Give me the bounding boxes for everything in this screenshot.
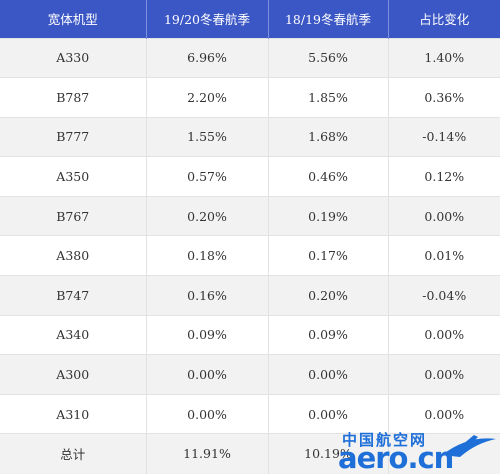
season-1920-cell: 2.20% [145,77,268,118]
season-1920-cell: 0.18% [145,235,268,276]
season-1920-cell: 6.96% [145,37,268,78]
aircraft-type-cell: A300 [0,354,146,395]
season-1920-cell: 0.00% [145,354,268,395]
season-1920-cell: 1.55% [145,116,268,157]
table-row: A350 0.57% 0.46% 0.12% [0,156,500,197]
season-1920-cell: 0.20% [145,195,268,236]
season-1819-cell: 0.20% [267,275,388,316]
table-row: A340 0.09% 0.09% 0.00% [0,314,500,355]
aircraft-type-cell: A380 [0,235,146,276]
share-change-cell: 0.00% [387,393,500,434]
season-1920-cell: 11.91% [145,433,268,474]
table-row: A310 0.00% 0.00% 0.00% [0,393,500,434]
share-change-cell: 0.36% [387,77,500,118]
table-row: 总计 11.91% 10.19% [0,433,500,474]
aircraft-type-cell: A340 [0,314,146,355]
table-row: B767 0.20% 0.19% 0.00% [0,195,500,236]
share-change-cell [387,433,500,474]
aircraft-type-cell: 总计 [0,433,146,474]
table-row: A300 0.00% 0.00% 0.00% [0,354,500,395]
share-change-cell: 0.00% [387,195,500,236]
table-row: B747 0.16% 0.20% -0.04% [0,275,500,316]
share-change-cell: 0.12% [387,156,500,197]
season-1819-cell: 0.09% [267,314,388,355]
share-change-cell: 0.00% [387,314,500,355]
aircraft-type-cell: B747 [0,275,146,316]
season-1920-cell: 0.00% [145,393,268,434]
share-change-cell: 0.00% [387,354,500,395]
aircraft-type-cell: B777 [0,116,146,157]
share-change-cell: -0.14% [387,116,500,157]
season-1920-cell: 0.09% [145,314,268,355]
season-1819-cell: 0.19% [267,195,388,236]
season-1819-cell: 1.85% [267,77,388,118]
aircraft-type-cell: A330 [0,37,146,78]
table-row: B787 2.20% 1.85% 0.36% [0,77,500,118]
season-1819-cell: 0.00% [267,393,388,434]
header-cell-share-change: 占比变化 [387,0,500,38]
table-row: A380 0.18% 0.17% 0.01% [0,235,500,276]
table-body: A330 6.96% 5.56% 1.40% B787 2.20% 1.85% 0.36% B7… [0,37,500,474]
header-cell-season-1920: 19/20冬春航季 [145,0,268,38]
season-1819-cell: 0.46% [267,156,388,197]
aircraft-type-cell: B787 [0,77,146,118]
table-header: 宽体机型 19/20冬春航季 18/19冬春航季 占比变化 [0,0,500,38]
season-1819-cell: 5.56% [267,37,388,78]
header-cell-aircraft-type: 宽体机型 [0,0,146,38]
share-change-cell: 1.40% [387,37,500,78]
season-1819-cell: 0.00% [267,354,388,395]
share-change-cell: 0.01% [387,235,500,276]
table-row: B777 1.55% 1.68% -0.14% [0,116,500,157]
season-1819-cell: 1.68% [267,116,388,157]
aircraft-type-cell: A350 [0,156,146,197]
season-1920-cell: 0.16% [145,275,268,316]
aircraft-type-cell: A310 [0,393,146,434]
table-row: A330 6.96% 5.56% 1.40% [0,37,500,78]
share-change-cell: -0.04% [387,275,500,316]
season-1819-cell: 10.19% [267,433,388,474]
aircraft-type-cell: B767 [0,195,146,236]
season-1819-cell: 0.17% [267,235,388,276]
header-row: 宽体机型 19/20冬春航季 18/19冬春航季 占比变化 [0,0,500,38]
header-cell-season-1819: 18/19冬春航季 [267,0,388,38]
season-1920-cell: 0.57% [145,156,268,197]
